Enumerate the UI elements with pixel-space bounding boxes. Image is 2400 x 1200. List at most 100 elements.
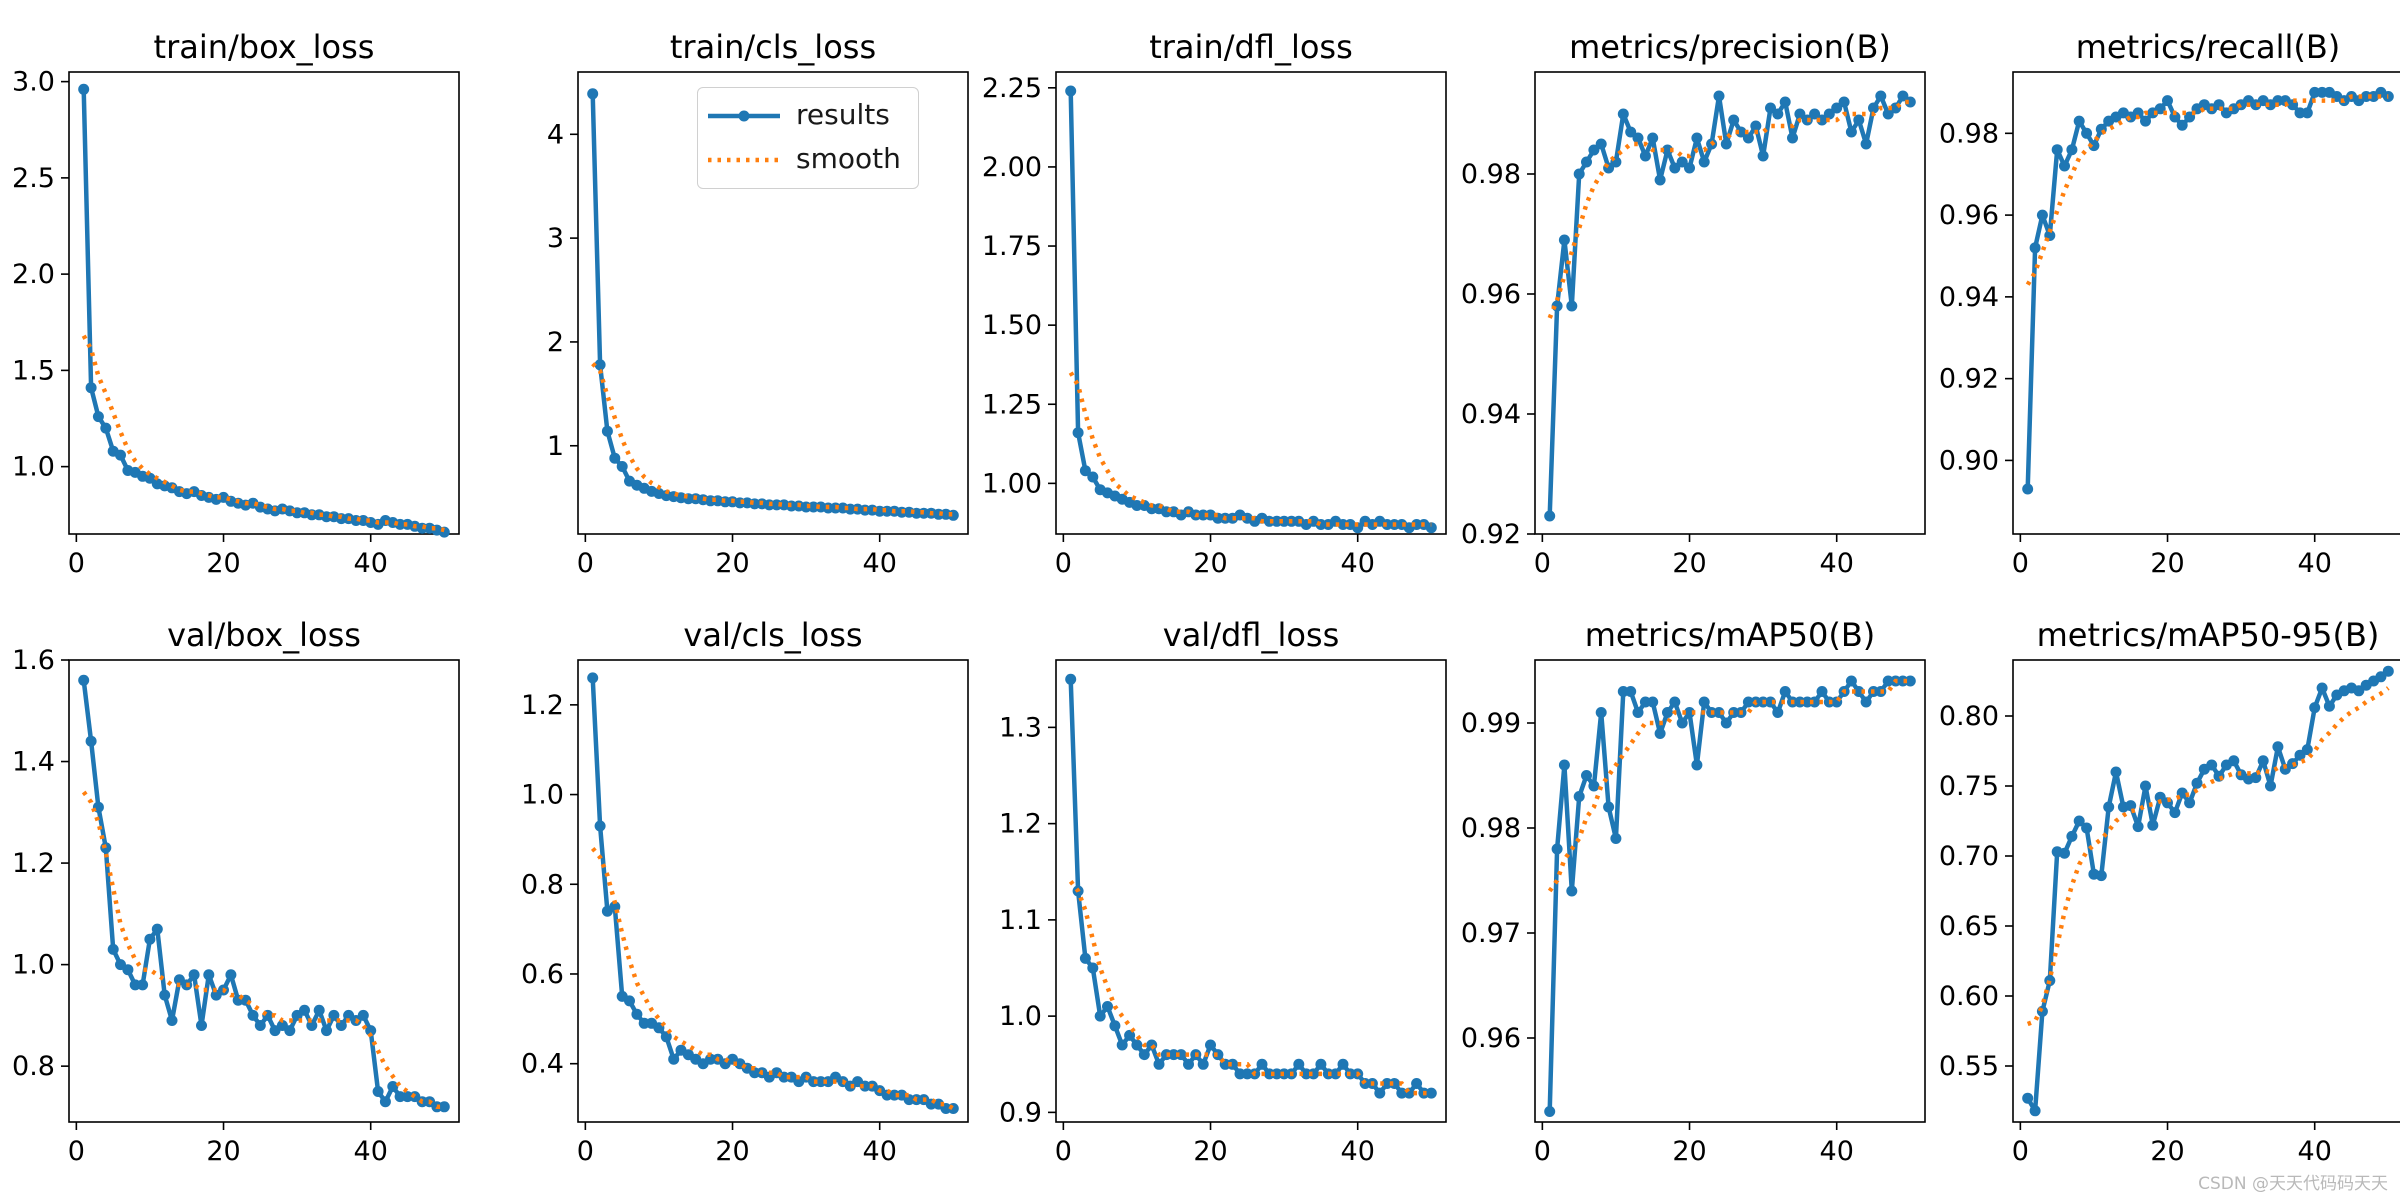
data-point-results [1308, 1068, 1319, 1080]
data-point-results [2382, 665, 2394, 677]
data-point-results [2228, 755, 2240, 767]
data-point-results [2036, 1005, 2048, 1017]
chart-val-cls-loss: val/cls_loss 0 20 40 0.4 0.6 0.8 1.0 1.2 [521, 616, 969, 1167]
y-tick-label: 1.0 [999, 1001, 1042, 1032]
y-tick-label: 2.5 [12, 163, 55, 194]
data-point-results [1138, 1049, 1150, 1061]
data-point-results [2073, 815, 2085, 827]
data-point-results [1765, 696, 1776, 708]
data-point-results [2081, 127, 2093, 139]
y-tick-label: 1.1 [999, 905, 1042, 936]
chart-title: val/dfl_loss [1163, 616, 1340, 654]
data-point-results [2316, 682, 2328, 694]
axes-frame-metrics-recall-b [2012, 71, 2400, 535]
data-point-results [1676, 717, 1688, 729]
data-point-results [1079, 952, 1091, 964]
x-tick-label: 20 [1193, 1136, 1227, 1167]
data-point-results [1411, 1078, 1423, 1089]
axes-frame-val-box-loss [68, 659, 460, 1123]
data-point-results [2132, 107, 2144, 119]
axes-frame-metrics-precision-b [1534, 71, 1926, 535]
data-point-results [1772, 707, 1784, 718]
y-tick-label: 0.92 [1939, 364, 1999, 395]
data-point-results [1684, 162, 1695, 174]
x-tick-label: 40 [2298, 1136, 2332, 1167]
data-point-results [1662, 144, 1673, 156]
x-tick-label: 20 [2150, 1136, 2184, 1167]
data-point-results [1779, 686, 1791, 697]
data-point-results [1632, 707, 1644, 718]
chart-val-dfl-loss: val/dfl_loss 0 20 40 0.9 1.0 1.1 1.2 1.3 [999, 616, 1447, 1167]
x-tick-label: 40 [863, 1136, 897, 1167]
y-tick-label: 1.6 [12, 645, 55, 676]
data-point-results [1691, 132, 1703, 144]
data-point-results [1595, 138, 1607, 150]
x-tick-label: 0 [1534, 548, 1551, 579]
data-point-results [78, 83, 90, 95]
x-tick-label: 40 [1820, 548, 1854, 579]
data-point-results [1425, 522, 1437, 534]
y-tick-label: 0.80 [1939, 701, 1999, 732]
data-point-results [1765, 102, 1776, 114]
data-point-results [1389, 1078, 1400, 1089]
data-point-results [1573, 791, 1585, 802]
data-point-results [1845, 126, 1857, 138]
y-tick-label: 2.0 [12, 259, 55, 290]
data-point-results [313, 1004, 325, 1016]
legend-row-results: results [698, 94, 918, 134]
data-point-results [1728, 114, 1740, 126]
data-point-results [1293, 1058, 1305, 1070]
chart-title: metrics/precision(B) [1569, 28, 1891, 66]
data-point-results [1183, 1058, 1194, 1070]
data-point-results [1720, 717, 1732, 729]
series-line-results [1547, 93, 1912, 517]
y-tick-label: 1.0 [521, 780, 564, 811]
data-point-results [594, 359, 606, 371]
axes-frame-val-cls-loss [577, 659, 969, 1123]
chart-metrics-recall-b: metrics/recall(B) 0 20 40 0.90 0.92 0.94 0.96 0.… [1939, 28, 2400, 579]
axes-frame-train-box-loss [68, 71, 460, 535]
data-point-results [668, 1053, 680, 1065]
data-point-results [1882, 108, 1894, 120]
data-point-results [1897, 90, 1909, 102]
data-point-results [1094, 1010, 1106, 1022]
data-point-results [1713, 90, 1725, 102]
data-point-results [1551, 843, 1563, 855]
data-point-results [107, 943, 119, 955]
data-point-results [2110, 766, 2122, 778]
y-tick-label: 0.92 [1461, 519, 1521, 550]
axes-frame-metrics-map50-95-b [2012, 659, 2400, 1123]
data-point-results [1647, 696, 1659, 708]
data-point-results [1197, 1058, 1209, 1070]
x-tick-label: 40 [354, 548, 388, 579]
data-point-results [2029, 242, 2041, 254]
x-tick-label: 0 [68, 1136, 85, 1167]
series-line-results [81, 89, 445, 535]
data-point-results [1581, 770, 1592, 781]
data-point-results [1647, 132, 1659, 144]
data-point-results [1610, 833, 1622, 844]
data-point-results [115, 449, 126, 461]
y-tick-label: 0.75 [1939, 771, 1999, 802]
data-point-results [1868, 102, 1879, 114]
x-tick-label: 40 [1341, 548, 1375, 579]
y-tick-label: 0.9 [999, 1097, 1042, 1128]
data-point-results [1809, 108, 1821, 120]
data-point-results [1698, 156, 1710, 168]
data-point-results [144, 472, 156, 484]
x-tick-label: 0 [2012, 1136, 2029, 1167]
data-point-results [2169, 807, 2181, 819]
data-point-results [624, 995, 635, 1007]
data-point-results [1146, 1039, 1158, 1051]
data-point-results [1102, 1001, 1113, 1012]
data-point-results [372, 1086, 384, 1097]
data-point-results [2088, 140, 2100, 152]
series-line-smooth [2026, 686, 2390, 1027]
data-point-results [166, 1015, 178, 1026]
data-point-results [2257, 755, 2269, 767]
data-point-results [2301, 744, 2313, 756]
data-point-results [1617, 108, 1629, 120]
chart-title: metrics/mAP50-95(B) [2037, 616, 2380, 654]
data-point-results [1853, 686, 1865, 697]
data-point-results [1838, 96, 1850, 108]
